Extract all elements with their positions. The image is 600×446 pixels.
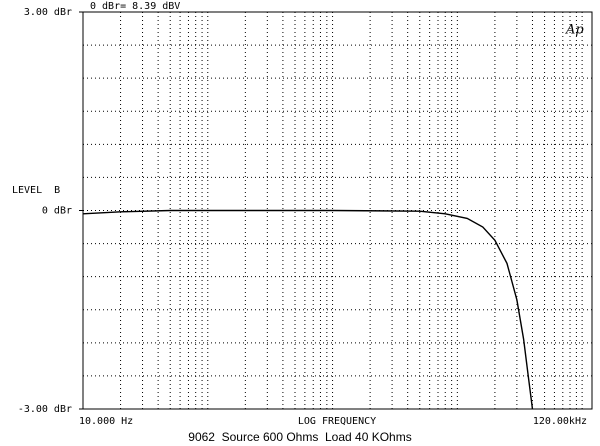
caption: 9062 Source 600 Ohms Load 40 KOhms [188, 430, 411, 444]
y-axis-label: LEVEL B [12, 185, 60, 196]
annotation: 0 dBr= 8.39 dBV [90, 1, 180, 12]
x-tick-label: 10.000 Hz [79, 416, 133, 427]
y-tick-label: -3.00 dBr [18, 404, 72, 415]
x-axis-label: LOG FREQUENCY [298, 416, 376, 427]
logo: Ap [565, 23, 584, 38]
y-tick-label: 0 dBr [42, 206, 72, 217]
x-tick-label: 120.00kHz [533, 416, 587, 427]
y-tick-label: 3.00 dBr [24, 7, 72, 18]
series-line [82, 209, 534, 410]
